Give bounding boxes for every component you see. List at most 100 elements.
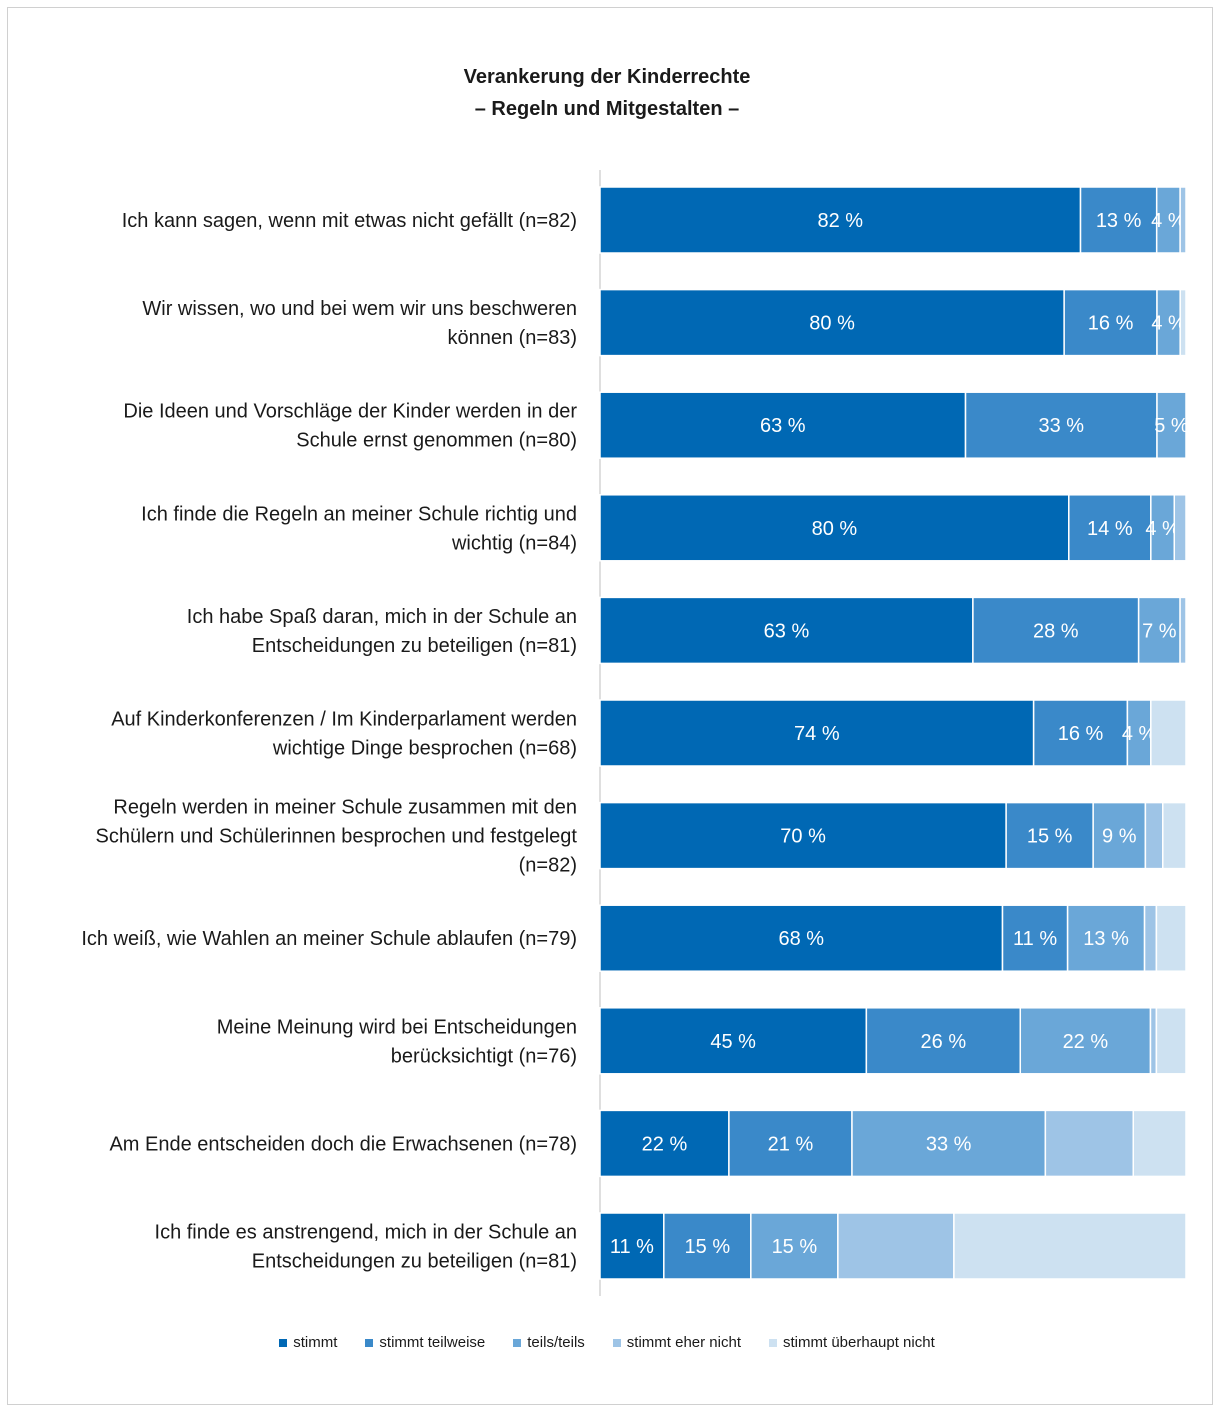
bar-segment xyxy=(1032,699,1129,767)
chart-frame xyxy=(7,7,1213,1405)
legend-swatch xyxy=(365,1338,374,1347)
bar-segment xyxy=(1173,494,1187,562)
bar-segment xyxy=(1179,596,1187,665)
category-label: Die Ideen und Vorschläge der Kinder werd… xyxy=(123,401,577,452)
bar-segment xyxy=(1092,801,1147,870)
data-label: 4 % xyxy=(1151,210,1186,232)
bar-segment xyxy=(599,494,1070,562)
data-label: 22 % xyxy=(642,1133,688,1155)
data-label: 11 % xyxy=(1013,928,1057,950)
bar-segment xyxy=(1150,699,1187,767)
bar-segment xyxy=(1001,904,1069,972)
data-label: 16 % xyxy=(1088,313,1134,335)
legend-label: stimmt überhaupt nicht xyxy=(783,1334,935,1351)
legend-item: stimmt überhaupt nicht xyxy=(769,1334,935,1351)
bar-segment xyxy=(1179,288,1187,357)
bar-segment xyxy=(851,1109,1047,1178)
data-label: 33 % xyxy=(1038,415,1084,437)
chart-subtitle: – Regeln und Mitgestalten – xyxy=(474,98,740,120)
data-label: 22 % xyxy=(1063,1031,1109,1053)
bar-segment xyxy=(1149,1007,1158,1075)
bar-segment xyxy=(750,1212,839,1280)
data-label: 4 % xyxy=(1151,313,1186,335)
legend-swatch xyxy=(513,1338,522,1347)
category-label: Ich habe Spaß daran, mich in der Schule … xyxy=(187,606,577,657)
bar-segment xyxy=(1155,1007,1187,1075)
bar-segment xyxy=(1137,596,1181,665)
legend-label: stimmt eher nicht xyxy=(626,1334,741,1351)
bar-segment xyxy=(599,186,1082,254)
bar-segment xyxy=(1179,186,1187,254)
data-label: 15 % xyxy=(685,1236,731,1258)
data-label: 82 % xyxy=(817,210,863,232)
legend: stimmt stimmt teilweise teils/teils stimmt … xyxy=(0,1334,1214,1351)
data-label: 9 % xyxy=(1102,826,1137,848)
legend-swatch xyxy=(279,1338,288,1347)
bar-segment xyxy=(599,801,1007,870)
data-label: 15 % xyxy=(772,1236,818,1258)
legend-item: stimmt xyxy=(279,1334,337,1351)
bar-segment xyxy=(599,1109,730,1178)
bar-segment xyxy=(1063,288,1158,357)
legend-swatch xyxy=(612,1338,621,1347)
bar-segment xyxy=(1156,391,1187,459)
data-label: 11 % xyxy=(610,1236,654,1258)
category-label: Ich finde es anstrengend, mich in der Sc… xyxy=(155,1222,577,1273)
bar-segment xyxy=(1044,1109,1135,1178)
legend-item: stimmt teilweise xyxy=(365,1334,485,1351)
data-label: 7 % xyxy=(1142,620,1177,642)
bar-segment xyxy=(1068,494,1152,562)
data-label: 4 % xyxy=(1122,723,1157,745)
category-label: Meine Meinung wird bei Entscheidungen ber… xyxy=(217,1016,577,1067)
bar-segment xyxy=(1155,904,1187,972)
legend-item: teils/teils xyxy=(513,1334,585,1351)
data-label: 13 % xyxy=(1083,928,1129,950)
data-label: 21 % xyxy=(768,1133,814,1155)
data-label: 63 % xyxy=(760,415,806,437)
category-label: Ich finde die Regeln an meiner Schule ri… xyxy=(141,503,577,554)
bar-segment xyxy=(1066,904,1146,972)
data-label: 70 % xyxy=(780,826,826,848)
bar-segment xyxy=(663,1212,752,1280)
data-label: 15 % xyxy=(1027,826,1073,848)
data-label: 68 % xyxy=(778,928,824,950)
data-label: 16 % xyxy=(1058,723,1104,745)
bar-segment xyxy=(728,1109,853,1178)
data-label: 33 % xyxy=(926,1133,972,1155)
category-label: Ich kann sagen, wenn mit etwas nicht gef… xyxy=(122,210,577,232)
legend-item: stimmt eher nicht xyxy=(612,1334,741,1351)
bar-segment xyxy=(837,1212,955,1280)
category-label: Am Ende entscheiden doch die Erwachsenen… xyxy=(109,1133,577,1155)
data-label: 80 % xyxy=(809,313,855,335)
bar-segment xyxy=(865,1007,1022,1075)
legend-swatch xyxy=(769,1338,777,1347)
bar-segment xyxy=(1162,801,1187,870)
bar-segment xyxy=(972,596,1140,665)
bar-segment xyxy=(599,699,1035,767)
data-label: 28 % xyxy=(1033,620,1079,642)
bar-segment xyxy=(1143,904,1158,972)
bar-segment xyxy=(599,391,967,459)
legend-label: stimmt teilweise xyxy=(379,1334,486,1351)
bar-segment xyxy=(599,288,1065,357)
data-label: 80 % xyxy=(812,518,858,540)
data-label: 74 % xyxy=(794,723,840,745)
data-label: 5 % xyxy=(1154,415,1189,437)
bar-segment xyxy=(1144,801,1164,870)
data-label: 14 % xyxy=(1087,518,1133,540)
data-label: 13 % xyxy=(1096,210,1142,232)
legend-label: stimmt xyxy=(293,1334,338,1351)
category-label: Regeln werden in meiner Schule zusammen … xyxy=(96,797,578,877)
chart-title: Verankerung der Kinderrechte xyxy=(463,66,751,88)
bar-segment xyxy=(1005,801,1094,870)
bar-segment xyxy=(1132,1109,1187,1178)
category-label: Ich weiß, wie Wahlen an meiner Schule ab… xyxy=(81,928,577,950)
bar-segment xyxy=(599,1007,868,1075)
bar-segment xyxy=(599,904,1004,972)
data-label: 26 % xyxy=(921,1031,967,1053)
category-label: Wir wissen, wo und bei wem wir uns besch… xyxy=(142,298,577,349)
data-label: 63 % xyxy=(764,620,810,642)
legend-label: teils/teils xyxy=(527,1334,585,1351)
category-label: Auf Kinderkonferenzen / Im Kinderparlame… xyxy=(111,709,577,760)
